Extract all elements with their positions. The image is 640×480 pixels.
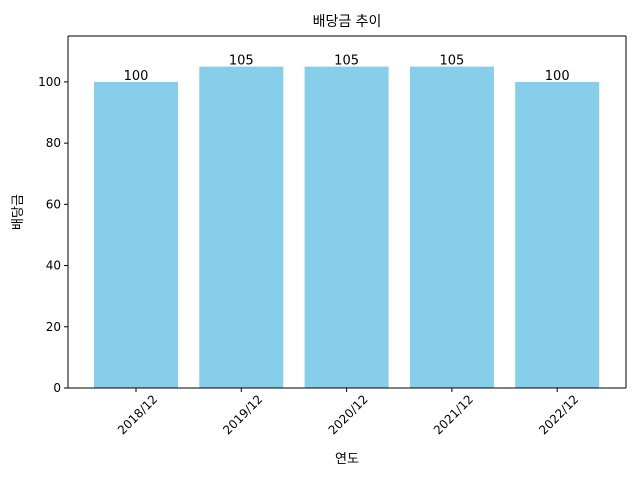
data-label: 105 [439, 54, 464, 69]
bar-2020-12 [304, 66, 389, 388]
x-ticks-layer: 2018/12 2019/12 2020/12 2021/12 2022/12 [115, 388, 581, 437]
y-axis-label: 배당금 [11, 194, 26, 230]
data-label: 100 [545, 69, 570, 84]
chart-title: 배당금 추이 [313, 14, 382, 30]
x-tick-label: 2020/12 [326, 392, 371, 437]
bars-layer [94, 66, 600, 389]
x-tick-label: 2019/12 [220, 392, 265, 437]
data-label: 100 [124, 69, 149, 84]
x-axis-label: 연도 [335, 452, 359, 467]
bar-2019-12 [199, 66, 284, 388]
y-ticks-layer: 0 20 40 60 80 100 [38, 75, 68, 395]
bar-2018-12 [94, 81, 178, 389]
x-tick-label: 2021/12 [431, 392, 476, 437]
data-label: 105 [229, 54, 254, 69]
bar-2021-12 [409, 66, 494, 388]
y-tick-label: 60 [46, 197, 61, 211]
y-tick-label: 20 [46, 320, 61, 334]
y-tick-label: 40 [46, 259, 61, 273]
y-tick-label: 80 [46, 136, 61, 150]
y-tick-label: 0 [53, 381, 61, 395]
x-tick-label: 2018/12 [115, 392, 160, 437]
data-labels-layer: 100 105 105 105 100 [124, 54, 570, 84]
data-label: 105 [334, 54, 359, 69]
bar-2022-12 [515, 81, 600, 389]
y-tick-label: 100 [38, 75, 61, 89]
axes-frame [67, 35, 627, 389]
x-tick-label: 2022/12 [536, 392, 581, 437]
